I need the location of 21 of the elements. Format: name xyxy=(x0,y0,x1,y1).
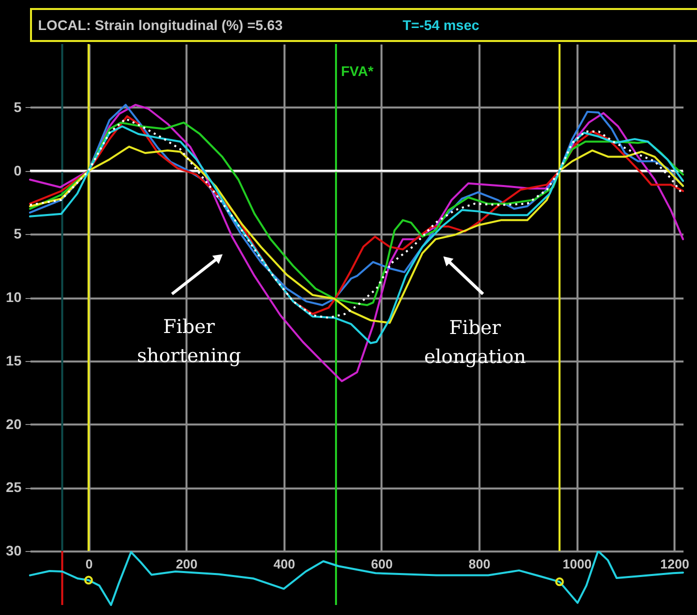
y-tick-label: 0 xyxy=(14,162,22,178)
y-tick-label: 10 xyxy=(6,289,22,305)
annotation: Fiber shortening xyxy=(136,316,242,367)
chart-title: LOCAL: Strain longitudinal (%) =5.63 xyxy=(38,17,283,33)
y-tick-label: 5 xyxy=(14,226,22,242)
x-tick-label: 200 xyxy=(176,556,198,572)
y-tick-label: 25 xyxy=(6,479,22,496)
line-series xyxy=(29,104,684,382)
x-tick-label: 800 xyxy=(468,556,490,572)
x-tick-label: 1000 xyxy=(562,556,592,572)
ref-line-label: FVA* xyxy=(341,63,374,79)
x-tick-label: 1200 xyxy=(660,556,690,572)
x-tick-label: 0 xyxy=(85,556,93,572)
x-tick-label: 600 xyxy=(371,556,393,572)
y-tick-label: 30 xyxy=(6,542,22,558)
annotation: Fiber elongation xyxy=(424,317,526,368)
text: T=-54 msec xyxy=(402,17,480,33)
x-tick-label: 400 xyxy=(273,556,296,572)
y-tick-label: 5 xyxy=(14,98,22,115)
y-tick-label: 15 xyxy=(6,352,22,368)
y-tick-label: 20 xyxy=(6,416,22,432)
